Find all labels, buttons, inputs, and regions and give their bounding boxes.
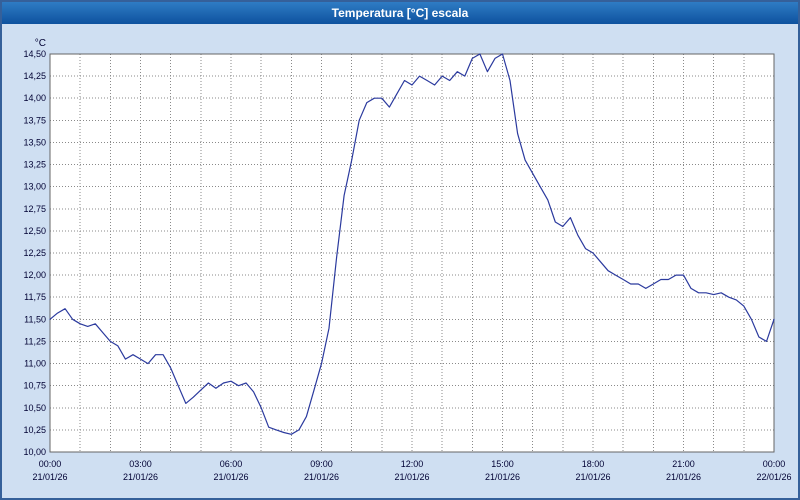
svg-text:10,25: 10,25 xyxy=(23,425,46,435)
svg-text:11,50: 11,50 xyxy=(24,314,46,324)
svg-text:21/01/26: 21/01/26 xyxy=(666,472,701,482)
svg-text:00:00: 00:00 xyxy=(39,459,62,469)
svg-text:13,50: 13,50 xyxy=(23,137,46,147)
svg-text:13,25: 13,25 xyxy=(23,160,46,170)
svg-text:11,25: 11,25 xyxy=(24,336,46,346)
svg-text:11,00: 11,00 xyxy=(24,359,46,369)
svg-text:06:00: 06:00 xyxy=(220,459,243,469)
chart-area: 10,00 10,25 10,50 10,75 11,00 11,25 11,50 11,75… xyxy=(2,24,798,498)
svg-text:12,25: 12,25 xyxy=(23,248,46,258)
svg-text:15:00: 15:00 xyxy=(491,459,514,469)
svg-text:12,75: 12,75 xyxy=(23,204,46,214)
svg-text:21/01/26: 21/01/26 xyxy=(123,472,158,482)
svg-text:21/01/26: 21/01/26 xyxy=(575,472,610,482)
window-titlebar: Temperatura [°C] escala xyxy=(2,2,798,24)
svg-text:14,25: 14,25 xyxy=(23,71,46,81)
svg-text:12,00: 12,00 xyxy=(23,270,46,280)
svg-text:°C: °C xyxy=(35,38,46,49)
svg-text:03:00: 03:00 xyxy=(129,459,152,469)
temperature-line-chart: 10,00 10,25 10,50 10,75 11,00 11,25 11,50 11,75… xyxy=(23,38,791,482)
svg-text:21/01/26: 21/01/26 xyxy=(394,472,429,482)
svg-text:12:00: 12:00 xyxy=(401,459,424,469)
svg-text:21:00: 21:00 xyxy=(672,459,695,469)
svg-text:13,75: 13,75 xyxy=(23,115,46,125)
window-title: Temperatura [°C] escala xyxy=(331,6,469,20)
svg-text:10,50: 10,50 xyxy=(23,403,46,413)
svg-text:09:00: 09:00 xyxy=(310,459,333,469)
svg-text:11,75: 11,75 xyxy=(24,292,46,302)
svg-text:21/01/26: 21/01/26 xyxy=(485,472,520,482)
svg-text:00:00: 00:00 xyxy=(763,459,786,469)
svg-text:10,75: 10,75 xyxy=(23,381,46,391)
svg-text:14,00: 14,00 xyxy=(23,93,46,103)
svg-text:21/01/26: 21/01/26 xyxy=(213,472,248,482)
svg-text:14,50: 14,50 xyxy=(23,49,46,59)
svg-text:22/01/26: 22/01/26 xyxy=(756,472,791,482)
svg-text:21/01/26: 21/01/26 xyxy=(304,472,339,482)
svg-text:10,00: 10,00 xyxy=(23,447,46,457)
svg-text:12,50: 12,50 xyxy=(23,226,46,236)
svg-text:18:00: 18:00 xyxy=(582,459,605,469)
svg-text:13,00: 13,00 xyxy=(23,182,46,192)
svg-text:21/01/26: 21/01/26 xyxy=(32,472,67,482)
